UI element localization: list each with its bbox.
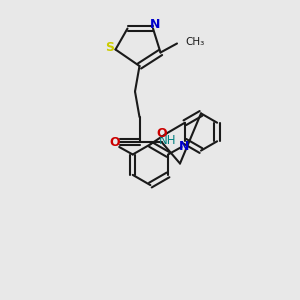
- Text: O: O: [109, 136, 120, 149]
- Text: NH: NH: [159, 134, 176, 147]
- Text: CH₃: CH₃: [185, 37, 205, 47]
- Text: S: S: [106, 40, 115, 54]
- Text: N: N: [179, 140, 190, 153]
- Text: O: O: [156, 127, 167, 140]
- Text: N: N: [150, 18, 161, 32]
